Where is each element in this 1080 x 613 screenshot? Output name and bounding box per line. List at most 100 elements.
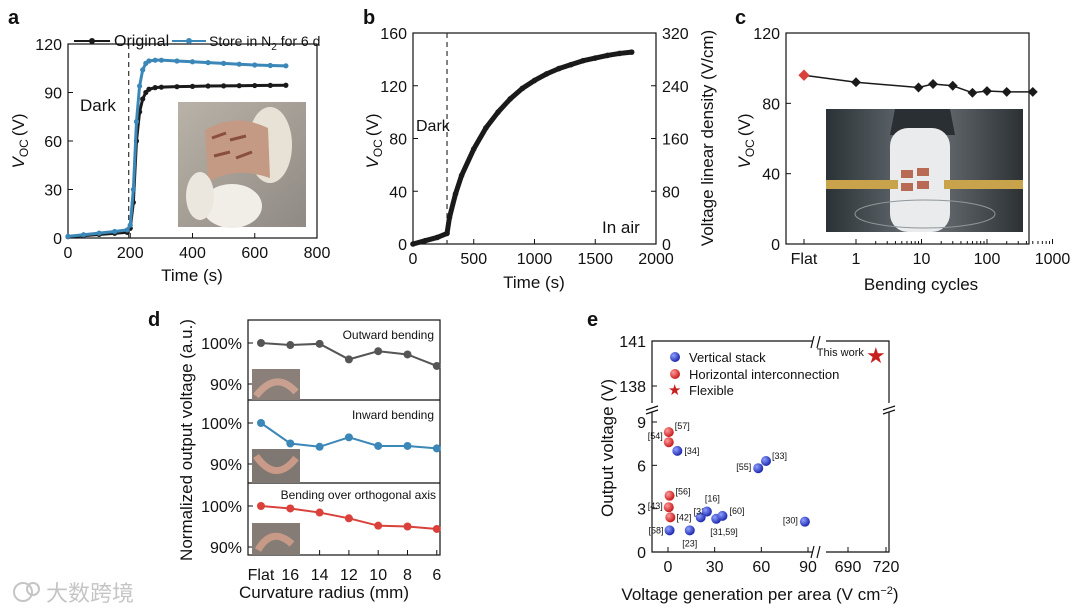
e-x-tick-label: 60 <box>752 559 770 576</box>
a-series-0-point <box>283 82 289 88</box>
c-y-tick-label: 120 <box>753 26 780 43</box>
c-series-point <box>967 87 978 98</box>
e-y-tick-label: 138 <box>619 379 646 396</box>
d-y-tick-label: 100% <box>201 416 242 433</box>
e-point-horizontal <box>665 512 676 523</box>
e-point-ref-label: [30] <box>783 516 798 526</box>
e-this-work-label: This work <box>817 347 865 359</box>
panel-d-x-label: Curvature radius (mm) <box>239 583 409 602</box>
panel-b-dark-label: Dark <box>416 118 451 135</box>
b-y-tick-label: 80 <box>389 132 407 149</box>
e-point-vertical <box>717 510 728 521</box>
panel-d-thumb-outward <box>252 369 300 400</box>
panel-b-y-label: VOC (V) <box>363 113 385 168</box>
panel-d-label-inward: Inward bending <box>352 408 434 422</box>
panel-d-letter: d <box>148 309 160 331</box>
b-y-tick-label: 160 <box>380 26 407 43</box>
panel-e: e 0 3 6 9 138 141 0 30 60 90 690 720 Voltage gener… <box>587 309 899 604</box>
panel-e-x-label-end: ) <box>893 585 899 604</box>
panel-c-photo <box>826 109 1023 232</box>
c-series-point <box>913 82 924 93</box>
b-y-tick-label: 0 <box>398 237 407 254</box>
d-series-0-point <box>344 355 353 364</box>
e-point-ref-label: [31,59] <box>710 527 738 537</box>
watermark: 大数跨境 <box>13 582 134 607</box>
d-series-2-point <box>432 524 441 533</box>
e-this-work-star: ★ <box>866 344 886 369</box>
d-series-2-point <box>374 521 383 530</box>
b-y-tick-label: 120 <box>380 79 407 96</box>
legend-marker-vertical <box>670 352 680 362</box>
panel-b-letter: b <box>363 7 375 29</box>
watermark-logo-icon <box>13 582 33 602</box>
b-x-tick-label: 1500 <box>577 251 613 268</box>
c-x-tick-label: 1 <box>852 251 861 268</box>
a-series-1-point <box>112 228 118 235</box>
b-y-tick-label: 40 <box>389 184 407 201</box>
c-y-tick-label: 0 <box>771 237 780 254</box>
panel-a-legend: Original Store in N2 for 6 d <box>74 33 320 53</box>
d-series-1-point <box>374 441 383 450</box>
panel-d-thumb-inward <box>252 449 300 483</box>
panel-a-series <box>65 57 289 240</box>
a-series-1-point <box>140 67 146 73</box>
panel-c-series <box>798 69 1038 98</box>
a-series-1-point <box>146 58 152 64</box>
panel-e-y-ticks: 0 3 6 9 138 141 <box>619 334 657 562</box>
a-series-1-point <box>136 83 143 89</box>
panel-b: b 0 40 80 120 160 0 80 160 240 320 0 500 1000 1500 2… <box>363 7 717 292</box>
d-x-tick-label: 8 <box>403 567 412 584</box>
e-point-ref-label: [54] <box>648 431 663 441</box>
panel-c-y-label-v: V <box>735 156 754 169</box>
e-point-vertical <box>664 525 675 536</box>
a-x-tick-label: 200 <box>117 245 144 262</box>
c-series-point <box>928 79 938 89</box>
b-series-point <box>531 77 538 84</box>
a-series-1-point <box>252 62 258 68</box>
panel-b-x-ticks: 0 500 1000 1500 2000 <box>409 239 674 268</box>
e-y-tick-label: 3 <box>637 502 646 519</box>
a-series-1-point <box>152 57 158 63</box>
e-point-ref-label: [33] <box>772 451 787 461</box>
a-series-1-point <box>221 60 227 66</box>
c-series-point <box>982 86 992 96</box>
panel-e-legend: Vertical stack Horizontal interconnectio… <box>668 350 839 399</box>
e-point-ref-label: [58] <box>649 525 664 535</box>
b-series-point <box>458 172 465 179</box>
d-x-tick-label: 16 <box>281 567 299 584</box>
a-series-1-point <box>130 186 136 193</box>
a-y-tick-label: 120 <box>35 37 62 54</box>
legend-label-horizontal: Horizontal interconnection <box>689 367 839 382</box>
panel-a-y-ticks: 0 30 60 90 120 <box>35 37 73 248</box>
e-point-ref-label: [57] <box>675 421 690 431</box>
panel-c-frame <box>785 32 1030 245</box>
panel-d-series <box>257 339 441 533</box>
d-series-0-point <box>403 350 412 359</box>
d-series-0-point <box>315 339 324 348</box>
c-y-tick-label: 40 <box>762 167 780 184</box>
b-series-point <box>604 52 611 59</box>
e-point-ref-label: [43] <box>648 501 663 511</box>
e-point-vertical <box>684 525 695 536</box>
legend-marker-n2 <box>186 38 192 44</box>
d-series-1-point <box>344 433 353 442</box>
e-point-vertical <box>672 445 683 456</box>
b-series-point <box>628 49 635 55</box>
panel-a-x-ticks: 0 200 400 600 800 <box>64 233 330 262</box>
legend-marker-original <box>89 38 95 44</box>
a-series-1-point <box>189 59 196 65</box>
b-series-point <box>444 230 450 237</box>
c-flat-point <box>798 69 810 81</box>
a-series-1-point <box>158 57 164 63</box>
e-point-vertical <box>701 506 712 517</box>
b-series-point <box>495 109 501 115</box>
d-series-2-point <box>257 502 265 510</box>
b-series-point <box>592 55 599 61</box>
d-series-1-point <box>315 442 324 451</box>
panel-a-y-label: VOC (V) <box>9 113 31 168</box>
legend-n2-main: Store in N <box>209 33 271 49</box>
d-series-2-point <box>315 508 324 517</box>
panel-b-series <box>410 49 635 247</box>
panel-e-x-label-main: Voltage generation per area (V cm <box>621 585 880 604</box>
panel-b-y-label-v: V <box>363 156 382 169</box>
